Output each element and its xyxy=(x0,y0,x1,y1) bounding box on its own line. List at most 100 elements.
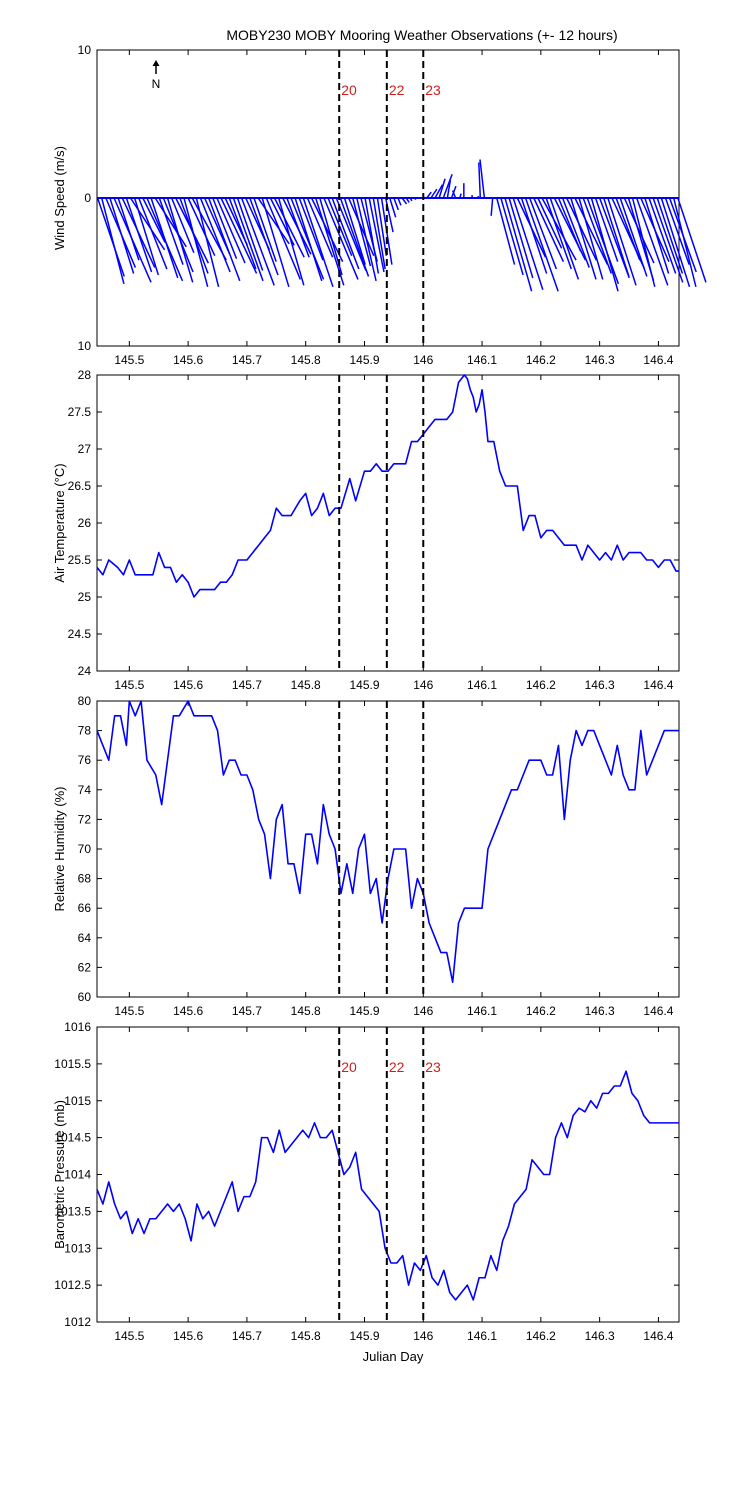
wind-vector xyxy=(500,197,524,276)
y-tick-label: 1013 xyxy=(64,1241,91,1255)
wind-vector xyxy=(648,197,677,274)
x-tick-label: 145.9 xyxy=(349,353,379,367)
north-arrow-icon: N xyxy=(152,60,161,91)
wind-vector xyxy=(306,197,334,258)
wind-vector xyxy=(158,197,184,265)
wind-vector xyxy=(442,174,453,199)
x-tick-label: 146.4 xyxy=(643,1004,673,1018)
wind-vector xyxy=(183,197,209,287)
x-tick-label: 146.1 xyxy=(467,1329,497,1343)
wind-vector xyxy=(323,197,359,280)
y-tick-label: 1016 xyxy=(64,1020,91,1034)
wind-vector xyxy=(249,197,279,276)
wind-vector xyxy=(335,197,367,271)
wind-vector xyxy=(490,197,494,216)
x-tick-label: 146.1 xyxy=(467,353,497,367)
wind-vector xyxy=(652,197,684,283)
wind-vector xyxy=(343,197,366,265)
wind-vector xyxy=(508,197,534,279)
wind-vector xyxy=(331,197,360,270)
y-tick-label: 10 xyxy=(78,43,92,57)
wind-vector xyxy=(434,184,444,199)
x-tick-label: 146.1 xyxy=(467,678,497,692)
x-tick-label: 145.5 xyxy=(114,353,144,367)
wind-vector xyxy=(459,193,462,199)
wind-vector xyxy=(566,197,597,261)
x-tick-label: 146 xyxy=(413,353,433,367)
wind-vector xyxy=(372,197,386,270)
chart-panel-3: 145.5 145.6 145.7 145.8 145.9 146 146.1 146.2 14… xyxy=(52,694,680,1018)
wind-vector xyxy=(598,197,630,279)
wind-vector xyxy=(368,197,385,273)
wind-vector xyxy=(594,197,619,262)
chart-panel-1: 145.5 145.6 145.7 145.8 145.9 146 146.1 146.2 14… xyxy=(52,43,707,367)
x-tick-label: 146.3 xyxy=(585,1004,615,1018)
wind-vector xyxy=(619,197,648,277)
figure-title: MOBY230 MOBY Mooring Weather Observation… xyxy=(226,27,617,43)
wind-vector xyxy=(220,197,258,274)
wind-vector xyxy=(257,197,290,245)
y-axis-title: Relative Humidity (%) xyxy=(52,787,67,912)
wind-vector xyxy=(170,197,195,254)
wind-vector xyxy=(273,197,305,258)
wind-vector xyxy=(397,197,402,206)
wind-vector xyxy=(430,188,438,199)
x-tick-label: 146.4 xyxy=(643,353,673,367)
y-tick-label: 62 xyxy=(78,960,92,974)
wind-vector xyxy=(298,197,324,261)
wind-vector xyxy=(512,197,544,290)
x-tick-label: 145.8 xyxy=(291,1004,321,1018)
wind-vector xyxy=(409,197,413,202)
wind-vector xyxy=(142,197,166,243)
x-tick-label: 145.9 xyxy=(349,1329,379,1343)
y-tick-label: 10 xyxy=(78,339,92,353)
wind-vector xyxy=(677,197,707,283)
series-line xyxy=(96,1070,679,1301)
wind-vector xyxy=(216,197,246,264)
x-tick-label: 146.3 xyxy=(585,353,615,367)
wind-vector xyxy=(578,197,604,280)
y-tick-label: 1014.5 xyxy=(54,1131,91,1145)
wind-vector xyxy=(240,197,275,286)
wind-vector xyxy=(265,197,302,280)
chart-panel-4: 145.5 145.6 145.7 145.8 145.9 146 146.1 146.2 14… xyxy=(52,1020,680,1343)
x-tick-label: 145.5 xyxy=(114,1004,144,1018)
event-marker-label: 20 xyxy=(341,82,357,98)
x-tick-label: 146.1 xyxy=(467,1004,497,1018)
x-tick-label: 145.8 xyxy=(291,353,321,367)
wind-vector xyxy=(660,197,691,288)
wind-vector xyxy=(451,190,457,199)
wind-vector xyxy=(590,197,619,292)
y-tick-label: 24 xyxy=(78,664,92,678)
x-tick-label: 145.7 xyxy=(232,678,262,692)
wind-vector xyxy=(339,197,370,277)
wind-vector xyxy=(496,197,516,265)
wind-vector xyxy=(504,197,533,292)
wind-vector xyxy=(438,178,446,199)
wind-vector xyxy=(207,197,241,282)
y-tick-label: 1012.5 xyxy=(54,1278,91,1292)
y-tick-label: 1015 xyxy=(64,1094,91,1108)
wind-vector xyxy=(528,197,558,270)
x-tick-label: 146.2 xyxy=(526,353,556,367)
wind-vector xyxy=(545,197,573,270)
wind-vector xyxy=(294,197,323,282)
wind-vector xyxy=(478,162,482,199)
wind-vector xyxy=(125,197,153,273)
x-tick-label: 145.8 xyxy=(291,678,321,692)
y-tick-label: 1015.5 xyxy=(54,1057,91,1071)
plot-frame xyxy=(96,374,680,672)
wind-vector xyxy=(187,197,216,257)
wind-vector xyxy=(261,197,290,288)
wind-vector xyxy=(376,197,388,256)
wind-vector xyxy=(615,197,641,261)
x-tick-label: 145.6 xyxy=(173,678,203,692)
wind-vector xyxy=(393,197,400,211)
wind-vector xyxy=(228,197,257,270)
x-tick-label: 145.6 xyxy=(173,353,203,367)
wind-vector xyxy=(109,197,135,274)
wind-vector xyxy=(413,197,417,201)
north-label: N xyxy=(152,77,161,91)
event-marker-label: 23 xyxy=(425,1059,441,1075)
